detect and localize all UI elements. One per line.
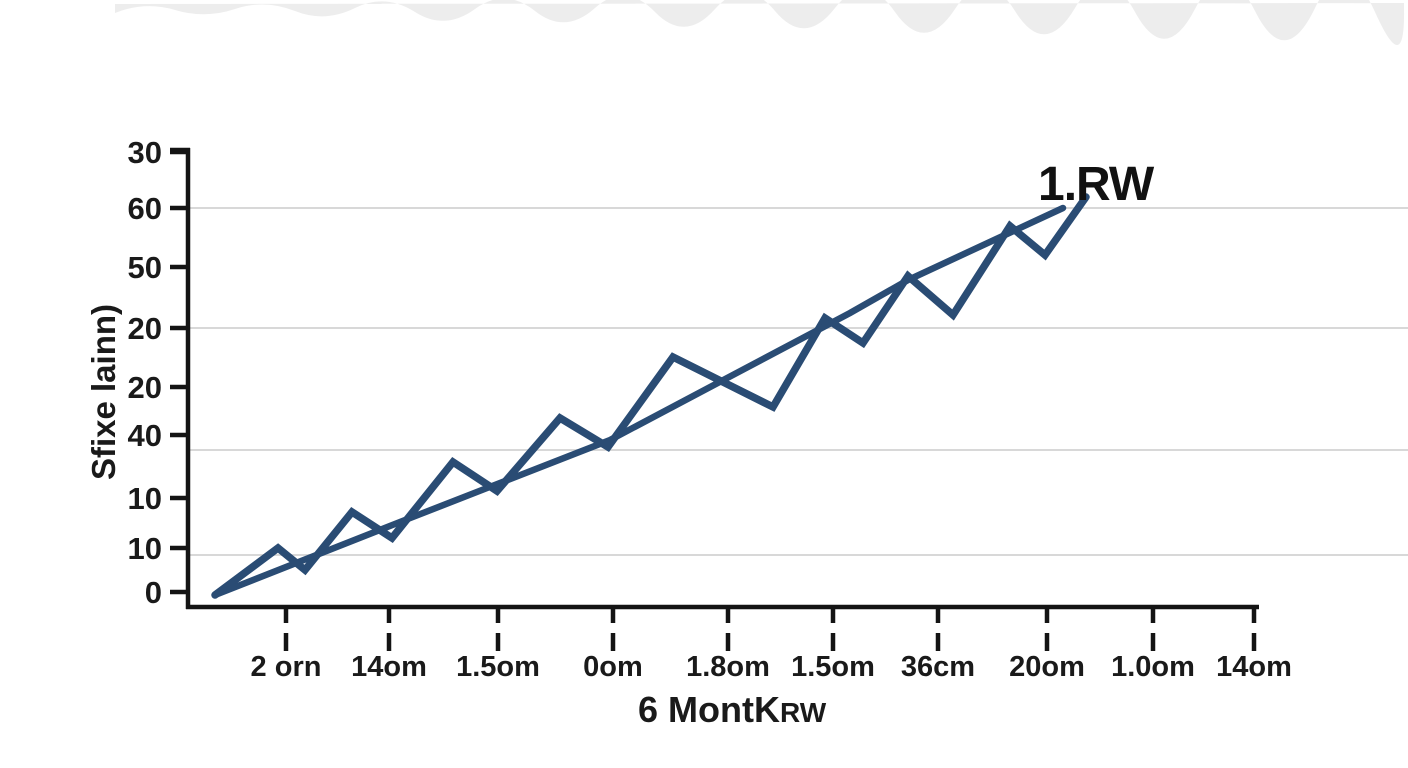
x-axis-title-suffix: RW [780, 697, 827, 728]
x-ticks: 2 orn 14om 1.5om 0om 1.8om 1.5om 36cm 20om 1.0om… [251, 607, 1292, 683]
x-tick-label: 0om [583, 651, 643, 683]
series-zigzag [211, 193, 1090, 599]
y-tick-label: 30 [128, 135, 162, 170]
y-tick-label: 60 [128, 191, 162, 226]
y-tick-label: 0 [145, 575, 162, 610]
x-tick-label: 14om [351, 651, 427, 683]
x-tick-label: 2 orn [251, 651, 322, 683]
y-tick-label: 40 [128, 418, 162, 453]
series-lines [211, 193, 1090, 599]
x-axis-title-main: 6 MontK [638, 689, 780, 730]
gridlines [188, 207, 1408, 556]
y-tick-label: 10 [128, 481, 162, 516]
annotation-1rw: 1.RW [1038, 158, 1155, 211]
x-tick-label: 1.5om [791, 651, 875, 683]
y-tick-label: 10 [128, 531, 162, 566]
x-tick-label: 1.8om [686, 651, 770, 683]
top-artifact-band [115, 0, 1405, 45]
x-axis-title: 6 MontKRW [638, 689, 827, 730]
y-axis-title: Sfixe lainn) [85, 304, 122, 480]
y-tick-label: 20 [128, 311, 162, 346]
series-trend [211, 204, 1067, 599]
x-tick-label: 1.5om [456, 651, 540, 683]
x-tick-label: 14om [1216, 651, 1292, 683]
x-tick-label: 36cm [901, 651, 975, 683]
x-tick-label: 20om [1009, 651, 1085, 683]
y-tick-label: 50 [128, 250, 162, 285]
y-ticks: 30 60 50 20 20 40 10 10 0 [128, 135, 189, 610]
x-tick-label: 1.0om [1111, 651, 1195, 683]
y-tick-label: 20 [128, 370, 162, 405]
